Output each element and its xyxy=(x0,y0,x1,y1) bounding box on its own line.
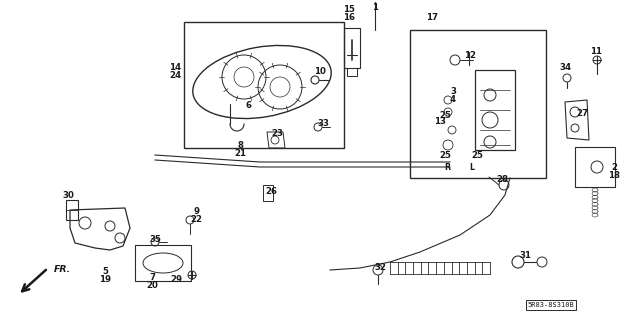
Text: 35: 35 xyxy=(149,236,161,244)
Text: 25: 25 xyxy=(439,150,451,159)
Text: 6: 6 xyxy=(245,100,251,109)
Text: 18: 18 xyxy=(608,172,620,180)
Text: 29: 29 xyxy=(170,276,182,284)
Text: L: L xyxy=(470,163,474,172)
Text: 19: 19 xyxy=(99,276,111,284)
Text: FR.: FR. xyxy=(54,266,71,275)
Text: 16: 16 xyxy=(343,13,355,22)
Text: 14: 14 xyxy=(169,63,181,73)
Text: 1: 1 xyxy=(372,4,378,12)
Text: 15: 15 xyxy=(343,5,355,14)
Text: R: R xyxy=(444,163,450,172)
Text: 7: 7 xyxy=(149,274,155,283)
Text: 11: 11 xyxy=(590,47,602,57)
Text: 4: 4 xyxy=(450,95,456,105)
Text: 17: 17 xyxy=(426,13,438,22)
Bar xyxy=(66,200,78,220)
Bar xyxy=(475,70,515,150)
Bar xyxy=(184,22,344,148)
Text: 9: 9 xyxy=(193,206,199,215)
Text: 5: 5 xyxy=(102,268,108,276)
Text: 22: 22 xyxy=(190,214,202,223)
Text: 34: 34 xyxy=(560,63,572,73)
Text: 13: 13 xyxy=(434,117,446,126)
Text: 10: 10 xyxy=(314,68,326,76)
Text: 20: 20 xyxy=(146,282,158,291)
Bar xyxy=(575,147,615,187)
Bar xyxy=(347,68,357,76)
Text: 23: 23 xyxy=(271,129,283,138)
Text: 25: 25 xyxy=(471,150,483,159)
Bar xyxy=(344,28,360,68)
Text: 5R83-8S310B: 5R83-8S310B xyxy=(527,302,574,308)
Bar xyxy=(410,30,546,178)
Text: 33: 33 xyxy=(317,119,329,129)
Text: 26: 26 xyxy=(265,188,277,196)
Text: 3: 3 xyxy=(450,87,456,97)
Text: 27: 27 xyxy=(576,109,588,118)
Text: 24: 24 xyxy=(169,71,181,81)
Text: 8: 8 xyxy=(237,141,243,150)
Text: 25: 25 xyxy=(439,110,451,119)
Text: 31: 31 xyxy=(519,252,531,260)
Text: 30: 30 xyxy=(62,191,74,201)
Bar xyxy=(135,245,191,281)
Text: 2: 2 xyxy=(611,164,617,172)
Text: 21: 21 xyxy=(234,149,246,158)
Text: 32: 32 xyxy=(374,263,386,273)
Bar xyxy=(263,185,273,201)
Text: 12: 12 xyxy=(464,51,476,60)
Text: 28: 28 xyxy=(496,175,508,185)
